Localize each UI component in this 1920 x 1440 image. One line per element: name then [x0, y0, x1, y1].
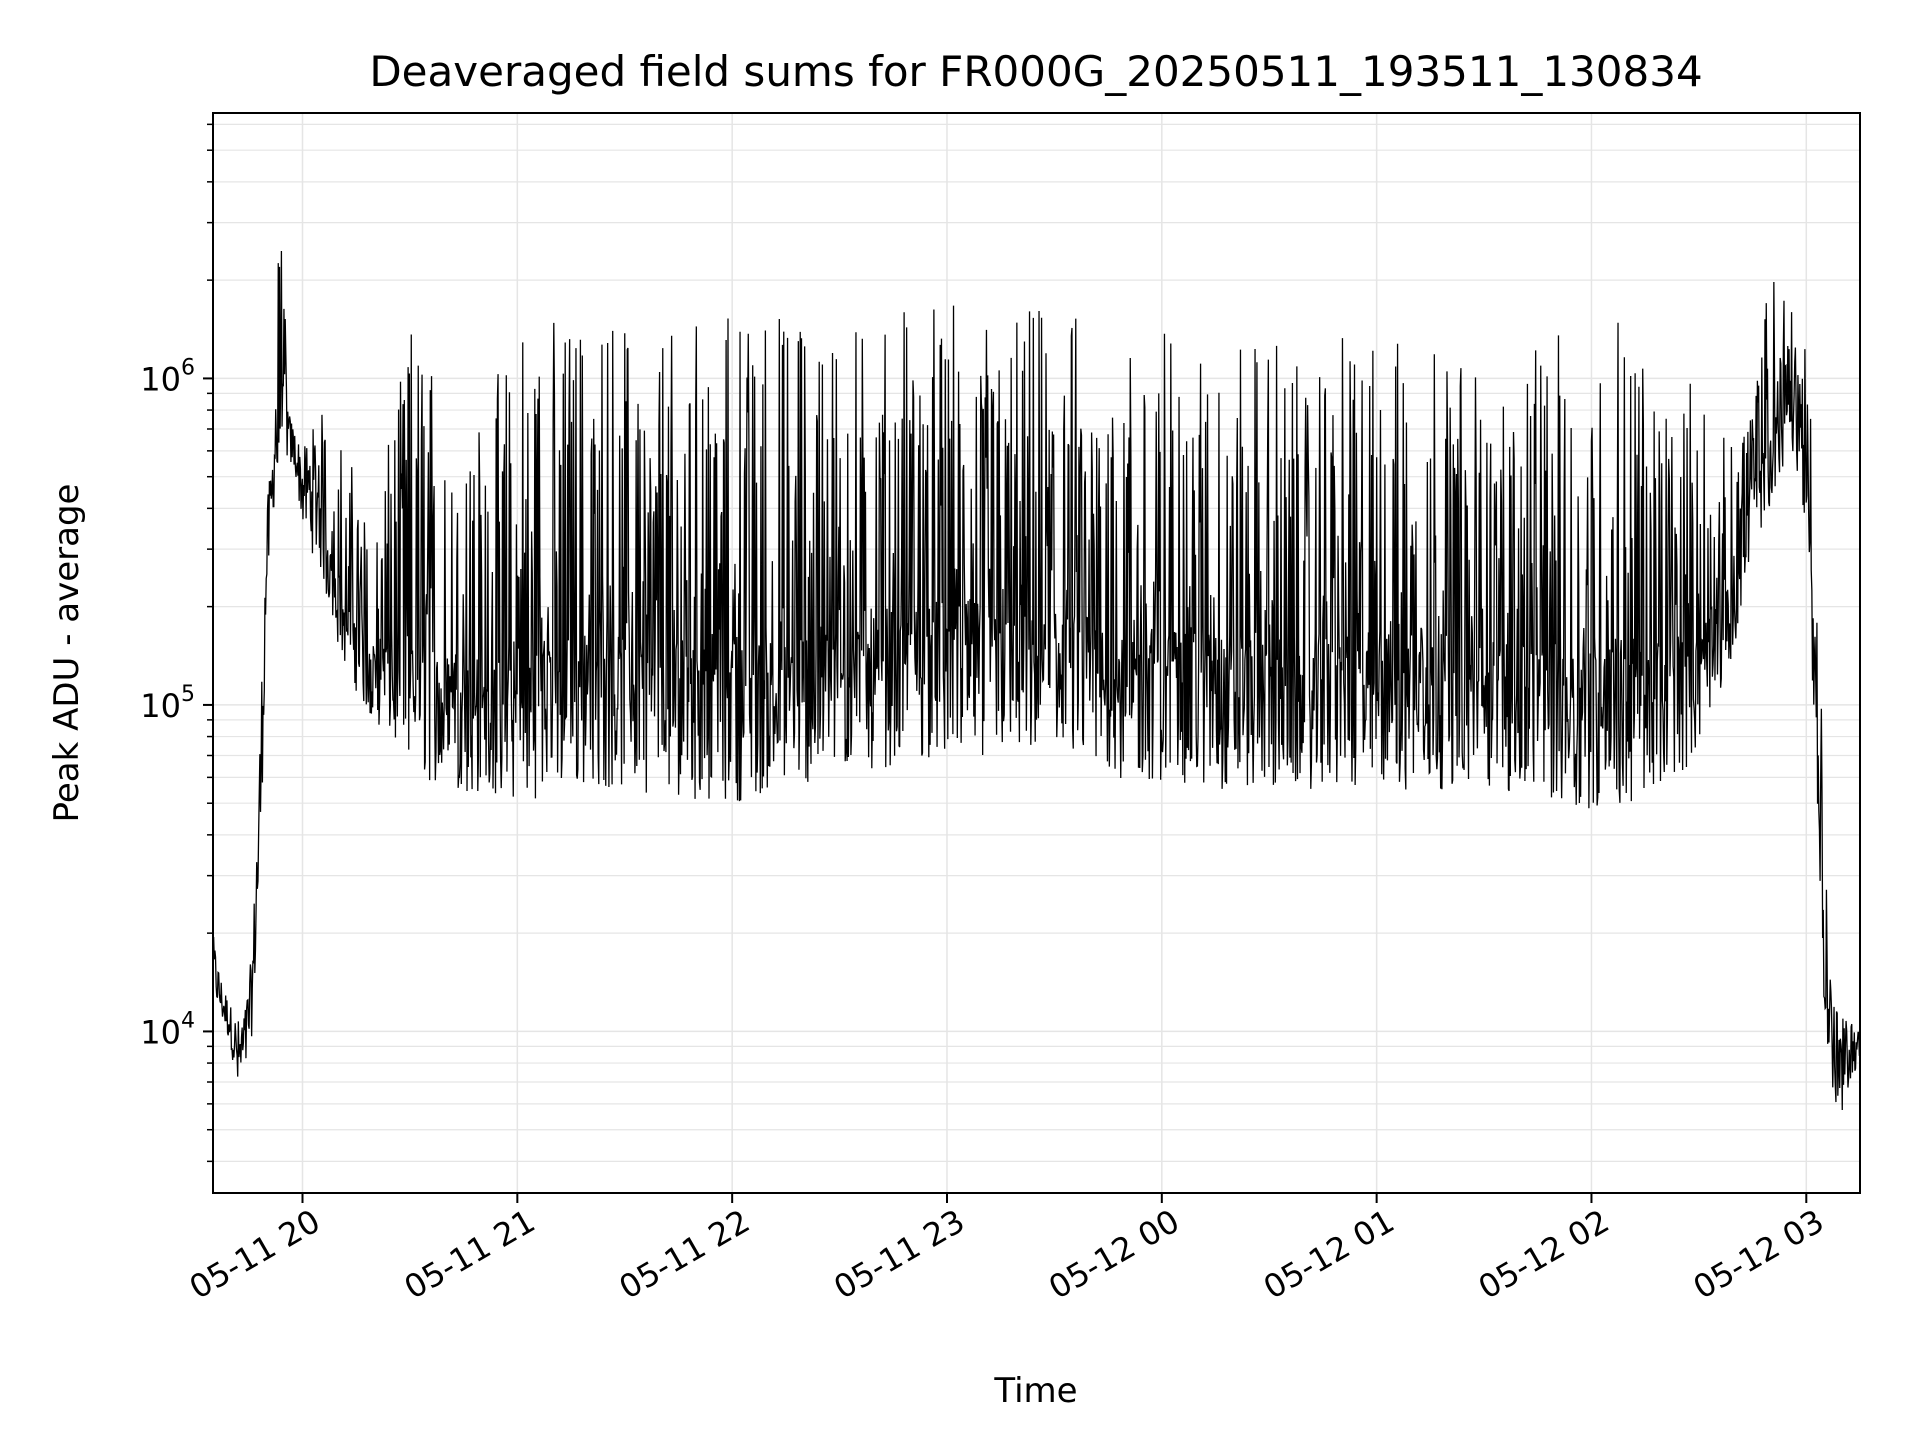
y-axis-label: Peak ADU - average — [47, 484, 87, 823]
grid — [213, 113, 1860, 1193]
plot-area — [213, 251, 1860, 1111]
x-axis-label: Time — [993, 1371, 1077, 1411]
y-tick-label: 106 — [140, 355, 195, 398]
plot-frame — [212, 112, 1861, 1194]
y-tick-label: 105 — [140, 682, 195, 725]
series-line — [213, 251, 1860, 1111]
chart-title: Deaveraged field sums for FR000G_2025051… — [369, 47, 1702, 96]
y-tick-label: 104 — [140, 1008, 195, 1051]
